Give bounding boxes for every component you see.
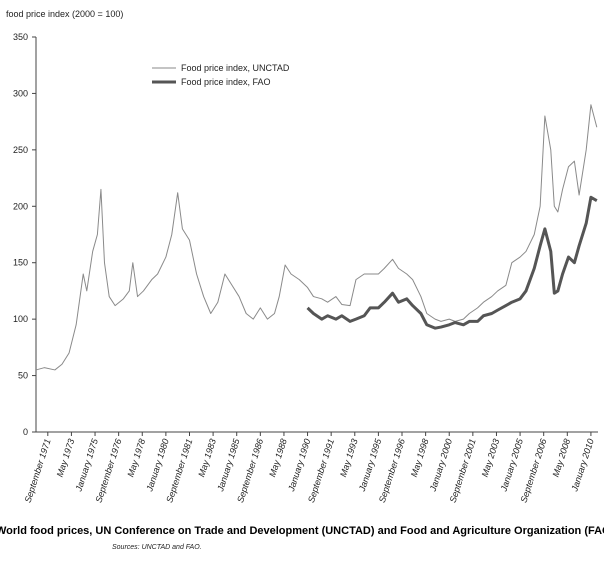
source: Sources: UNCTAD and FAO. [112,544,202,551]
y-tick-label: 300 [13,88,28,98]
x-tick-label: January 2010 [569,438,596,494]
x-tick-label: September 2006 [519,438,549,504]
x-tick-label: May 1978 [125,438,147,479]
x-tick-label: September 1986 [235,438,265,504]
x-tick-label: January 1985 [215,437,242,494]
y-tick-label: 350 [13,32,28,42]
y-axis-label: food price index (2000 = 100) [6,9,123,19]
x-tick-label: May 2008 [550,438,572,479]
x-tick-label: January 2005 [498,437,525,494]
y-tick-label: 0 [23,427,28,437]
x-tick-label: January 1990 [286,438,313,494]
x-tick-label: September 1996 [377,438,407,504]
x-tick-label: September 1991 [306,438,336,504]
series-line [35,104,598,371]
x-tick-label: May 1988 [267,438,289,479]
x-tick-label: September 2001 [448,438,478,504]
x-tick-label: September 1981 [164,438,194,504]
y-tick-label: 100 [13,314,28,324]
x-tick-label: May 2003 [480,438,502,479]
x-tick-label: May 1993 [338,438,360,479]
x-tick-label: May 1973 [55,438,77,479]
x-tick-label: January 1980 [144,438,171,494]
y-tick-label: 50 [18,371,28,381]
x-tick-label: May 1998 [409,438,431,479]
y-tick-label: 200 [13,201,28,211]
x-tick-label: January 1975 [73,437,100,494]
legend-label: Food price index, UNCTAD [181,63,290,73]
legend-label: Food price index, FAO [181,77,271,87]
x-tick-label: January 1995 [357,437,384,494]
y-tick-label: 250 [13,145,28,155]
x-tick-label: September 1976 [93,438,123,504]
y-tick-label: 150 [13,258,28,268]
x-tick-label: September 1971 [23,438,53,504]
series-line [306,195,598,330]
x-tick-label: May 1983 [196,438,218,479]
x-tick-label: January 2000 [427,438,454,494]
caption: World food prices, UN Conference on Trad… [0,525,604,537]
